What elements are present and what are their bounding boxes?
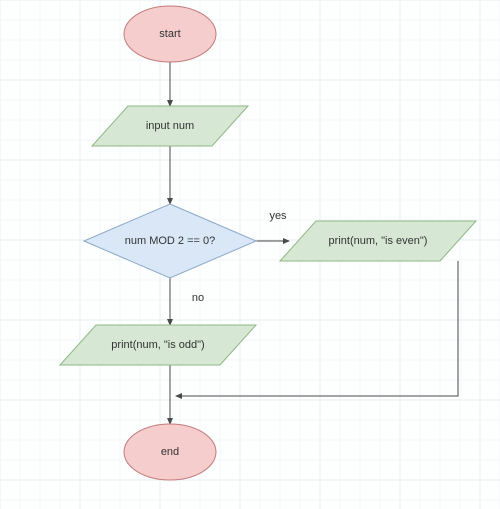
flowchart-canvas: start input num num MOD 2 == 0? print(num, … <box>0 0 500 509</box>
edge-label-e3: yes <box>269 210 287 222</box>
node-label-input: input num <box>146 120 194 132</box>
node-label-oddPrint: print(num, "is odd") <box>111 339 204 351</box>
node-end: end <box>124 424 216 480</box>
node-label-decision: num MOD 2 == 0? <box>125 235 216 247</box>
node-label-end: end <box>161 446 179 458</box>
node-label-start: start <box>159 28 180 40</box>
node-start: start <box>124 6 216 62</box>
edge-label-e4: no <box>192 292 204 304</box>
node-label-evenPrint: print(num, "is even") <box>329 235 428 247</box>
